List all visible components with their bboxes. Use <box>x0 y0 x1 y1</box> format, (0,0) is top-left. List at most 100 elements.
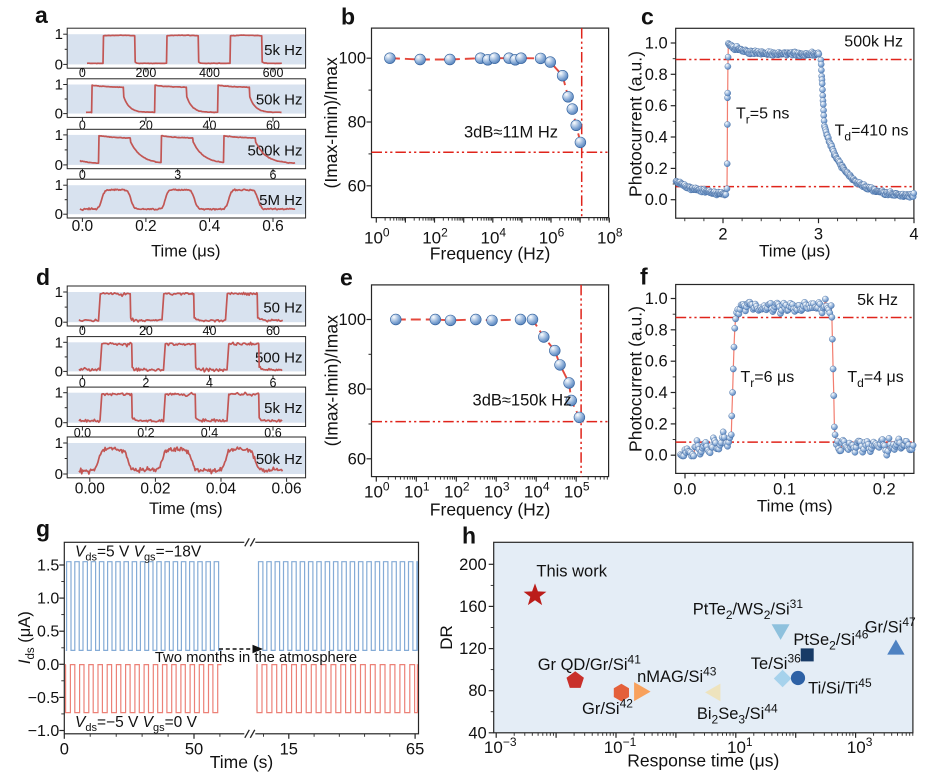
svg-text:d: d <box>36 264 50 290</box>
svg-text:0.06: 0.06 <box>272 481 302 498</box>
svg-text:3dB≈150k Hz: 3dB≈150k Hz <box>473 392 572 410</box>
svg-text:−1.0: −1.0 <box>28 723 60 740</box>
svg-text:0.4: 0.4 <box>201 426 218 440</box>
svg-text:0: 0 <box>55 157 63 174</box>
svg-text:0.6: 0.6 <box>645 97 668 115</box>
svg-text:20: 20 <box>139 118 153 132</box>
svg-text:DR: DR <box>437 625 456 650</box>
svg-text:40: 40 <box>203 118 217 132</box>
svg-text:Frequency (Hz): Frequency (Hz) <box>430 500 551 520</box>
svg-text:0.04: 0.04 <box>206 481 237 498</box>
svg-text:0.02: 0.02 <box>140 481 170 498</box>
svg-text:0.6: 0.6 <box>264 426 281 440</box>
svg-text:Time (s): Time (s) <box>210 752 274 772</box>
svg-text:Gr QD/Gr/Si41​: Gr QD/Gr/Si41​ <box>538 652 642 674</box>
svg-text:c: c <box>641 4 654 30</box>
svg-text:4: 4 <box>909 225 918 243</box>
svg-text:0.8: 0.8 <box>645 66 668 84</box>
svg-text:200: 200 <box>459 556 487 574</box>
svg-text:40: 40 <box>468 724 486 742</box>
svg-text:0: 0 <box>55 314 63 331</box>
svg-text:60: 60 <box>348 177 366 195</box>
svg-text:(Imax-Imin)/Imax: (Imax-Imin)/Imax <box>321 57 341 189</box>
svg-text:5k Hz: 5k Hz <box>857 292 898 309</box>
svg-text:nMAG/Si43​: nMAG/Si43​ <box>637 665 717 687</box>
svg-text:5k Hz: 5k Hz <box>264 400 302 417</box>
svg-text:20: 20 <box>139 324 153 338</box>
svg-text:Vds=−5 V Vgs=0 V: Vds=−5 V Vgs=0 V <box>75 714 198 734</box>
svg-text:50k Hz: 50k Hz <box>256 92 303 109</box>
svg-text:Frequency (Hz): Frequency (Hz) <box>430 243 551 263</box>
svg-text:0.0: 0.0 <box>74 426 91 440</box>
svg-text:100: 100 <box>338 311 366 329</box>
svg-text:0: 0 <box>55 106 63 123</box>
svg-text:PtTe2​/WS2​/Si31​: PtTe2​/WS2​/Si31​ <box>693 597 804 622</box>
svg-text:60: 60 <box>266 118 280 132</box>
svg-text:100: 100 <box>338 50 366 68</box>
svg-text:1.0: 1.0 <box>37 591 59 608</box>
svg-text:Ids (μA): Ids (μA) <box>16 611 37 664</box>
svg-text:0.6: 0.6 <box>262 218 284 235</box>
svg-text:0.5: 0.5 <box>37 624 59 641</box>
svg-text:1: 1 <box>55 435 63 452</box>
svg-text:0.0: 0.0 <box>645 447 668 465</box>
svg-text:0.4: 0.4 <box>645 384 668 402</box>
svg-text:Bi2​Se3​/Si44​: Bi2​Se3​/Si44​ <box>697 702 778 727</box>
svg-text:3: 3 <box>174 168 181 182</box>
svg-text:80: 80 <box>348 381 366 399</box>
svg-text:0: 0 <box>79 118 86 132</box>
svg-text:0.6: 0.6 <box>645 353 668 371</box>
svg-text:500 Hz: 500 Hz <box>255 349 303 366</box>
svg-text:0.00: 0.00 <box>75 481 106 498</box>
svg-text:500k Hz: 500k Hz <box>247 142 302 159</box>
svg-text:1: 1 <box>55 177 63 194</box>
svg-text:0: 0 <box>55 56 63 73</box>
svg-text:Photocurrent (a.u.): Photocurrent (a.u.) <box>626 51 646 197</box>
svg-text:0: 0 <box>79 66 86 80</box>
svg-text:Tr=5 ns: Tr=5 ns <box>736 106 789 127</box>
svg-text:Time (μs): Time (μs) <box>759 242 831 261</box>
svg-text:5M Hz: 5M Hz <box>259 192 302 209</box>
svg-text:0: 0 <box>79 168 86 182</box>
svg-text:This work: This work <box>536 562 607 580</box>
svg-text:6: 6 <box>270 168 277 182</box>
svg-text:(Imax-Imin)/Imax: (Imax-Imin)/Imax <box>321 315 341 447</box>
svg-text:1: 1 <box>55 26 63 43</box>
svg-text:600: 600 <box>263 66 284 80</box>
svg-text:400: 400 <box>199 66 220 80</box>
svg-text:3dB≈11M Hz: 3dB≈11M Hz <box>464 124 558 142</box>
svg-text:h: h <box>462 523 476 549</box>
svg-text:50 Hz: 50 Hz <box>263 300 302 317</box>
svg-text:0.0: 0.0 <box>645 191 668 209</box>
svg-text:0.2: 0.2 <box>873 481 896 499</box>
svg-text:4: 4 <box>206 376 213 390</box>
svg-text:0: 0 <box>55 363 63 380</box>
svg-text:Td=410 ns: Td=410 ns <box>835 123 909 144</box>
svg-text:0.2: 0.2 <box>137 426 154 440</box>
svg-text:500k Hz: 500k Hz <box>844 34 903 51</box>
svg-text:120: 120 <box>459 640 487 658</box>
svg-text:65: 65 <box>406 740 424 758</box>
svg-text:g: g <box>36 516 50 542</box>
svg-text:80: 80 <box>468 682 486 700</box>
svg-text:0.0: 0.0 <box>72 218 94 235</box>
svg-text:2: 2 <box>142 376 149 390</box>
svg-text:0: 0 <box>79 324 86 338</box>
svg-text:a: a <box>35 2 48 28</box>
svg-text:Time (ms): Time (ms) <box>757 497 833 516</box>
svg-text:60: 60 <box>266 324 280 338</box>
svg-text:1.5: 1.5 <box>37 558 59 575</box>
svg-text:0.0: 0.0 <box>674 481 697 499</box>
svg-text:Vds=5 V Vgs=−18V: Vds=5 V Vgs=−18V <box>75 544 202 564</box>
svg-text:0.2: 0.2 <box>135 218 157 235</box>
svg-text:Ti/Si/Ti45​: Ti/Si/Ti45​ <box>808 676 872 698</box>
svg-text:5k Hz: 5k Hz <box>264 42 302 59</box>
svg-text:Tr=6 μs: Tr=6 μs <box>741 369 795 390</box>
svg-text:1.0: 1.0 <box>645 35 668 53</box>
svg-text:Photocurrent (a.u.): Photocurrent (a.u.) <box>626 306 646 452</box>
svg-text:2: 2 <box>718 225 727 243</box>
svg-text:50k Hz: 50k Hz <box>256 451 303 468</box>
svg-text:0: 0 <box>55 466 63 483</box>
svg-text:f: f <box>640 264 648 290</box>
svg-text:−0.5: −0.5 <box>28 690 60 707</box>
